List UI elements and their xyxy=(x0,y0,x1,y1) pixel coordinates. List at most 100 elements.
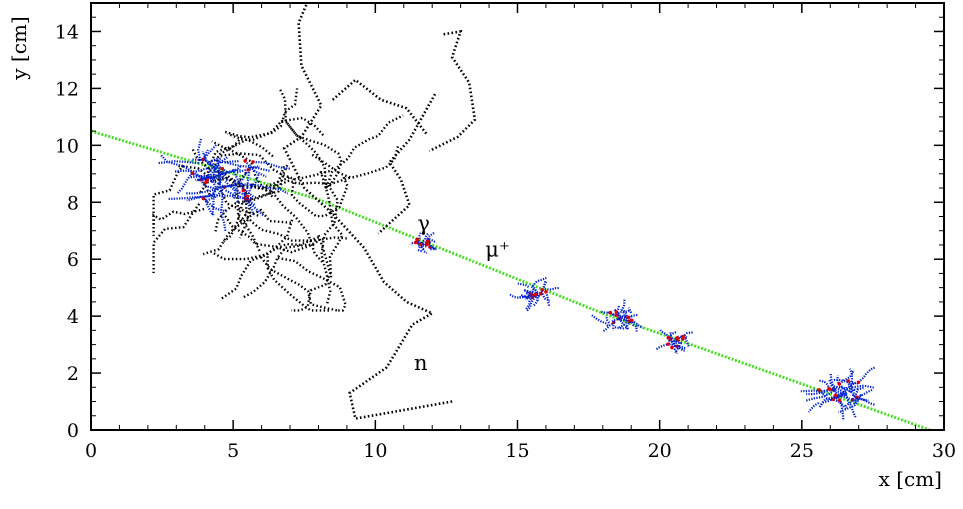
electron-track xyxy=(219,196,227,232)
energy-deposit xyxy=(626,315,630,320)
electron-track xyxy=(674,341,683,345)
electron-track xyxy=(196,165,242,182)
electron-track xyxy=(844,394,857,418)
gamma-track xyxy=(278,87,328,189)
electron-track xyxy=(618,316,630,329)
electron-track xyxy=(525,295,537,312)
electron-track xyxy=(190,172,220,180)
electron-track xyxy=(844,386,865,407)
energy-deposit xyxy=(205,178,210,182)
electron-track xyxy=(224,161,271,173)
electron-track xyxy=(204,155,229,183)
electron-track xyxy=(526,291,530,298)
x-axis: 0 5 10 15 20 25 30 xyxy=(85,3,956,462)
electron-track xyxy=(231,168,255,198)
secondary-track xyxy=(331,78,428,135)
gamma-track xyxy=(152,207,205,236)
electron-track xyxy=(671,343,686,350)
electron-track xyxy=(197,138,203,159)
gamma-track xyxy=(152,164,185,226)
energy-deposit xyxy=(544,290,548,294)
gamma-track xyxy=(291,234,332,312)
electron-track xyxy=(242,190,254,216)
shower-layer xyxy=(157,138,876,421)
gamma-track xyxy=(152,203,201,273)
x-axis-label: x [cm] xyxy=(879,467,942,491)
electron-track xyxy=(611,316,626,323)
electron-track xyxy=(544,286,560,291)
energy-deposit xyxy=(630,318,634,323)
gamma-track xyxy=(290,175,349,218)
electron-track xyxy=(225,189,257,207)
electron-track xyxy=(201,150,229,182)
annotation-label: n xyxy=(414,351,428,375)
electron-track xyxy=(591,314,609,327)
electron-track xyxy=(190,174,216,180)
gamma-track xyxy=(325,114,404,188)
x-tick-label: 5 xyxy=(227,440,239,462)
x-tick-label: 25 xyxy=(790,440,814,462)
electron-track xyxy=(667,331,677,338)
gamma-track xyxy=(211,140,274,198)
electron-track xyxy=(199,179,224,195)
gamma-track xyxy=(319,170,344,278)
energy-deposit xyxy=(614,313,619,318)
gamma-track xyxy=(213,165,286,235)
electron-track xyxy=(631,321,638,332)
energy-deposit xyxy=(608,310,613,315)
gamma-track xyxy=(227,116,325,141)
energy-deposit xyxy=(666,342,671,346)
secondary-track xyxy=(428,29,477,153)
electron-track xyxy=(682,335,691,348)
gamma-track xyxy=(277,256,347,312)
electron-track xyxy=(856,388,873,399)
energy-deposit xyxy=(418,242,423,247)
energy-deposit xyxy=(425,239,430,244)
electron-track xyxy=(159,153,208,182)
energy-deposit xyxy=(837,382,842,386)
electron-track xyxy=(620,298,626,312)
electron-track xyxy=(624,315,633,331)
gamma-track xyxy=(260,256,338,312)
energy-deposit xyxy=(614,310,619,314)
gamma-track xyxy=(178,164,292,190)
plot-frame xyxy=(90,2,945,431)
energy-deposit xyxy=(670,345,674,350)
electron-track xyxy=(239,183,289,195)
electron-track xyxy=(618,317,630,331)
y-tick-label: 2 xyxy=(67,363,79,385)
gamma-track xyxy=(222,212,318,254)
electron-track xyxy=(426,243,436,250)
electron-track xyxy=(246,173,260,200)
energy-deposit xyxy=(241,188,246,193)
neutron-track xyxy=(282,2,453,421)
electron-track xyxy=(828,385,853,400)
gamma-track xyxy=(202,208,292,256)
electron-track xyxy=(204,159,223,177)
electron-track xyxy=(428,242,436,250)
electron-track xyxy=(185,184,234,195)
electron-track xyxy=(800,389,828,393)
x-tick-label: 0 xyxy=(85,440,97,462)
electron-track xyxy=(244,160,267,178)
electron-track xyxy=(829,373,847,395)
y-axis: 0 2 4 6 8 10 12 14 xyxy=(55,16,944,442)
gamma-track xyxy=(224,88,299,139)
gamma-track xyxy=(220,219,294,300)
electron-track xyxy=(417,248,423,253)
electron-track xyxy=(621,310,627,319)
energy-deposit xyxy=(834,393,838,398)
gamma-track xyxy=(220,152,331,181)
energy-deposit xyxy=(666,335,671,340)
electron-track xyxy=(600,310,611,314)
electron-track xyxy=(232,179,240,202)
y-axis-label: y [cm] xyxy=(7,16,31,80)
electron-track xyxy=(680,335,688,339)
electron-track xyxy=(176,172,194,195)
y-tick-label: 10 xyxy=(55,135,79,157)
electron-track xyxy=(804,387,837,402)
energy-deposit xyxy=(681,334,685,339)
electron-track xyxy=(604,315,611,324)
electron-track xyxy=(419,243,428,255)
annotation-label: μ⁺ xyxy=(485,237,510,261)
